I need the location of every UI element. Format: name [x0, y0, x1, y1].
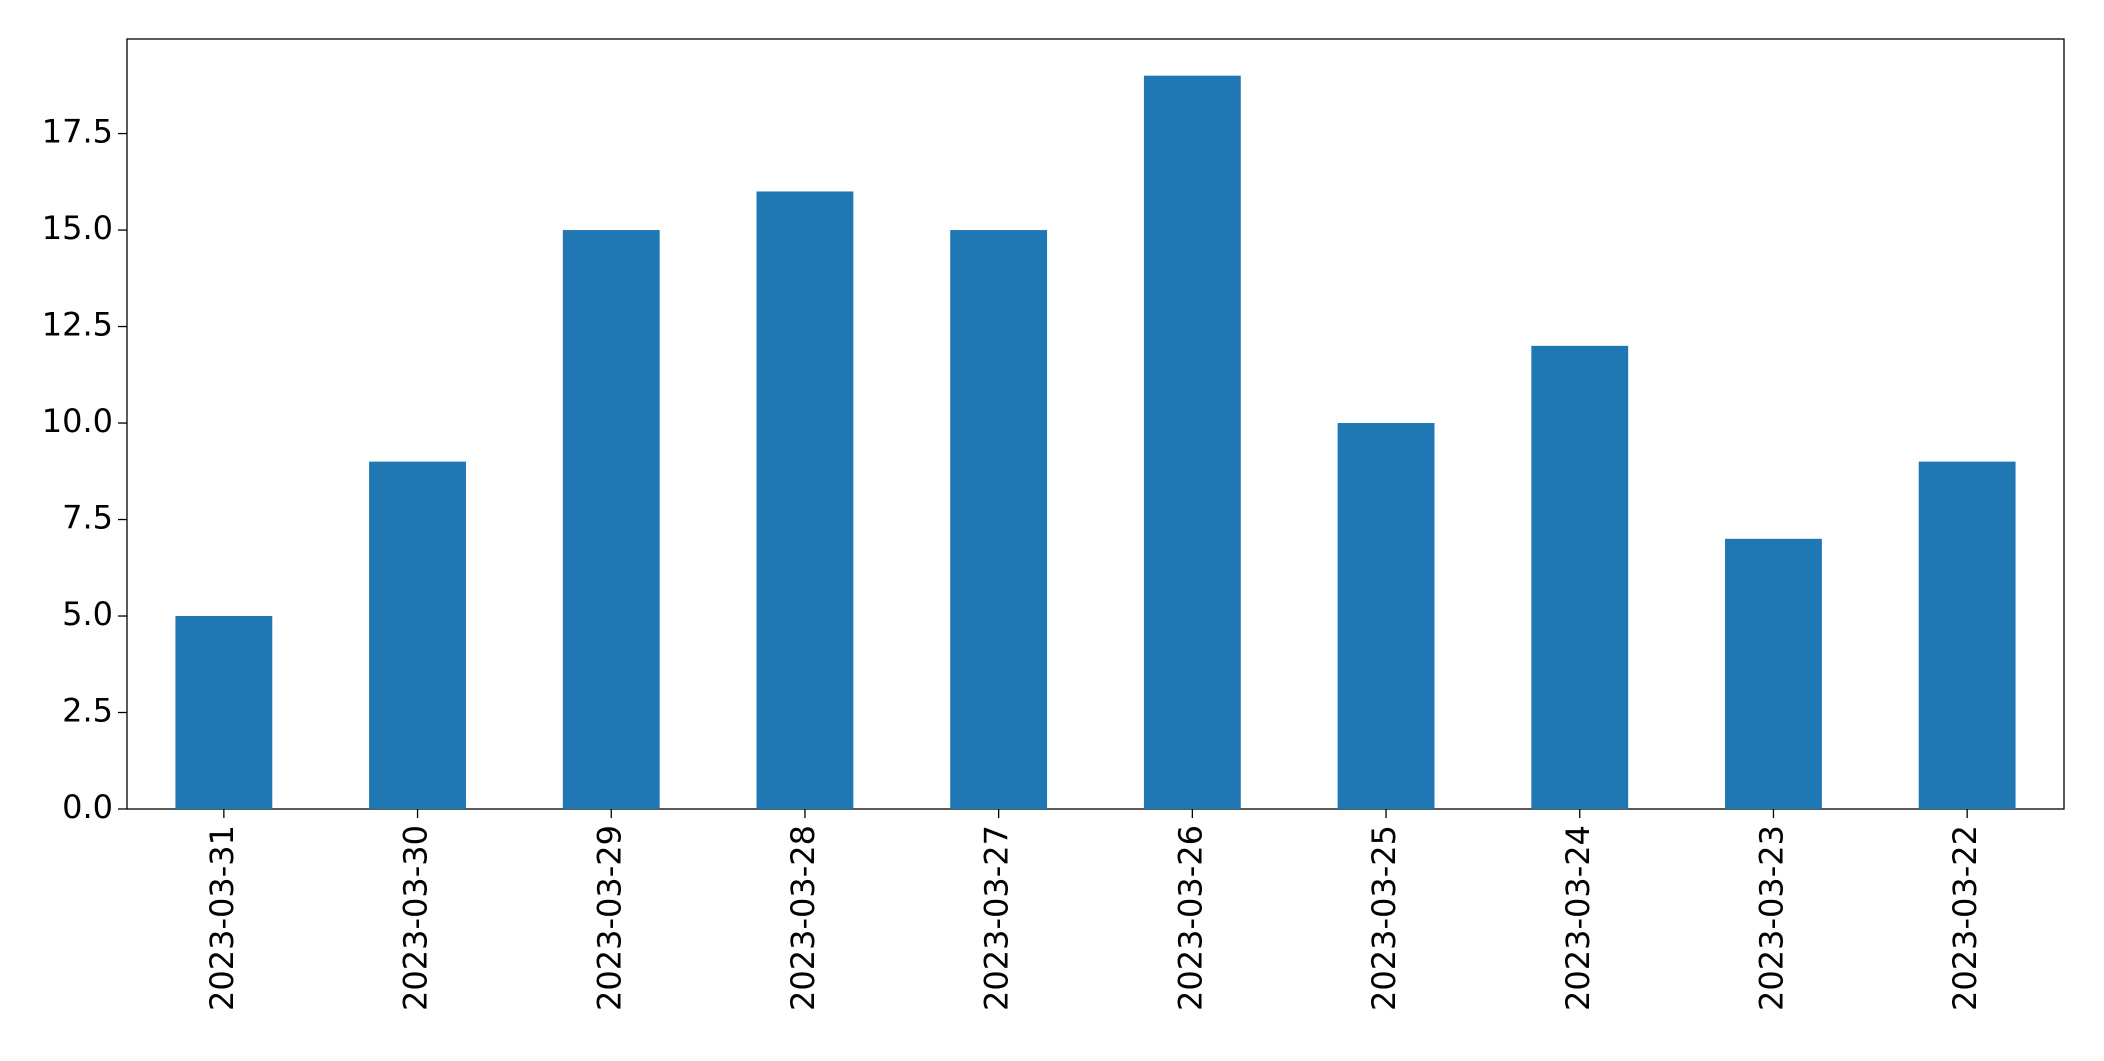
- x-tick-label: 2023-03-25: [1365, 825, 1403, 1011]
- y-tick-label: 10.0: [42, 402, 113, 440]
- y-tick-label: 17.5: [42, 113, 113, 151]
- bar: [756, 191, 854, 809]
- bar: [1918, 461, 2016, 809]
- x-tick-label: 2023-03-22: [1946, 825, 1984, 1011]
- y-tick-label: 2.5: [62, 692, 113, 730]
- x-tick-label: 2023-03-30: [397, 825, 435, 1011]
- x-tick-label: 2023-03-27: [978, 825, 1016, 1011]
- bar: [562, 230, 660, 810]
- x-tick-label: 2023-03-29: [590, 825, 628, 1011]
- bar: [369, 461, 466, 809]
- x-tick-label: 2023-03-26: [1171, 825, 1209, 1011]
- y-tick-label: 5.0: [62, 595, 113, 633]
- y-tick-label: 12.5: [42, 306, 113, 344]
- bar: [175, 616, 273, 809]
- bar: [1531, 345, 1629, 809]
- bar: [950, 230, 1048, 810]
- bar: [1725, 538, 1822, 809]
- bar: [1143, 75, 1241, 809]
- bar: [1337, 423, 1435, 809]
- y-tick-label: 7.5: [62, 499, 113, 537]
- x-tick-label: 2023-03-24: [1559, 825, 1597, 1011]
- plot-frame: [126, 38, 2065, 810]
- x-tick-label: 2023-03-31: [203, 825, 241, 1011]
- x-tick-label: 2023-03-28: [784, 825, 822, 1011]
- y-tick-label: 15.0: [42, 209, 113, 247]
- y-tick-label: 0.0: [62, 788, 113, 826]
- x-tick-label: 2023-03-23: [1752, 825, 1790, 1011]
